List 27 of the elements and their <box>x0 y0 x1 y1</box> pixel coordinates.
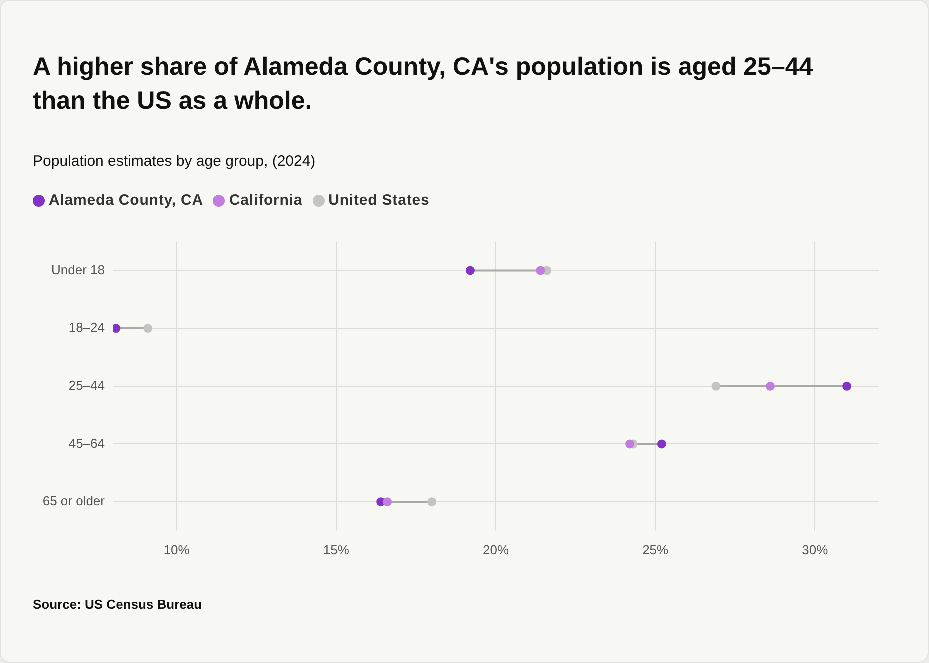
legend-label: Alameda County, CA <box>49 192 204 209</box>
chart-subtitle: Population estimates by age group, (2024) <box>33 153 316 170</box>
x-tick-label: 15% <box>323 542 350 558</box>
point <box>842 382 852 391</box>
source-note: Source: US Census Bureau <box>33 597 202 612</box>
x-tick-label: 10% <box>164 542 190 558</box>
point <box>113 324 121 334</box>
x-tick-label: 25% <box>642 542 670 558</box>
legend-label: United States <box>328 192 430 209</box>
y-tick-label: 45–64 <box>68 436 105 451</box>
y-tick-label: 18–24 <box>68 320 105 336</box>
legend-label: California <box>229 192 303 209</box>
point <box>626 440 635 449</box>
y-tick-label: 65 or older <box>42 494 106 509</box>
point <box>536 266 546 276</box>
y-tick-label: 25–44 <box>68 378 105 393</box>
point <box>766 382 775 391</box>
point <box>144 324 153 334</box>
x-tick-label: 20% <box>482 542 510 558</box>
y-tick-label: Under 18 <box>52 262 105 278</box>
point <box>382 498 392 507</box>
point <box>712 382 721 391</box>
chart-title: A higher share of Alameda County, CA's population is aged 25–44 than the US as a whole. <box>33 52 814 117</box>
point <box>657 440 666 449</box>
x-tick-label: 30% <box>802 542 829 558</box>
point <box>466 266 475 276</box>
point <box>428 498 437 507</box>
